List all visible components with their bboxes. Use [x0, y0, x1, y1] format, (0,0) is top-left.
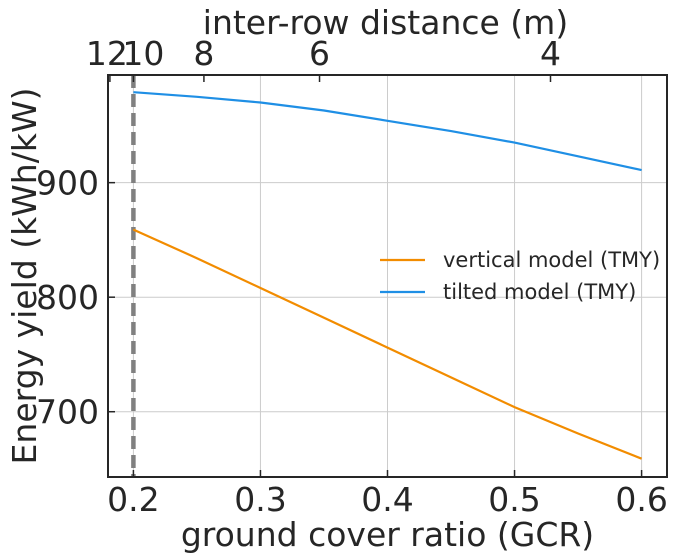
top-tick-label: 4	[540, 34, 561, 73]
y-tick-label: 900	[36, 164, 99, 203]
x-axis-title: ground cover ratio (GCR)	[181, 515, 594, 554]
top-tick-label: 6	[309, 34, 330, 73]
y-tick-label: 700	[36, 393, 99, 432]
x-tick-label: 0.5	[488, 480, 540, 519]
top-tick-label: 12	[86, 34, 128, 73]
x-tick-label: 0.3	[234, 480, 286, 519]
y-axis-title: Energy yield (kWh/kW)	[5, 88, 44, 465]
series-line-tilted	[133, 91, 642, 172]
y-tick-label: 800	[36, 278, 99, 317]
top-axis-title: inter-row distance (m)	[203, 3, 568, 42]
series-lines	[132, 91, 643, 460]
top-tick-label: 10	[122, 34, 164, 73]
x-tick-label: 0.6	[615, 480, 667, 519]
x-tick-label: 0.2	[107, 480, 159, 519]
legend-label-vertical: vertical model (TMY)	[443, 248, 660, 272]
legend: vertical model (TMY) tilted model (TMY)	[380, 248, 660, 304]
top-tick-label: 8	[193, 34, 214, 73]
legend-label-tilted: tilted model (TMY)	[443, 280, 636, 304]
x-tick-label: 0.4	[361, 480, 413, 519]
series-line-vertical	[132, 228, 643, 460]
